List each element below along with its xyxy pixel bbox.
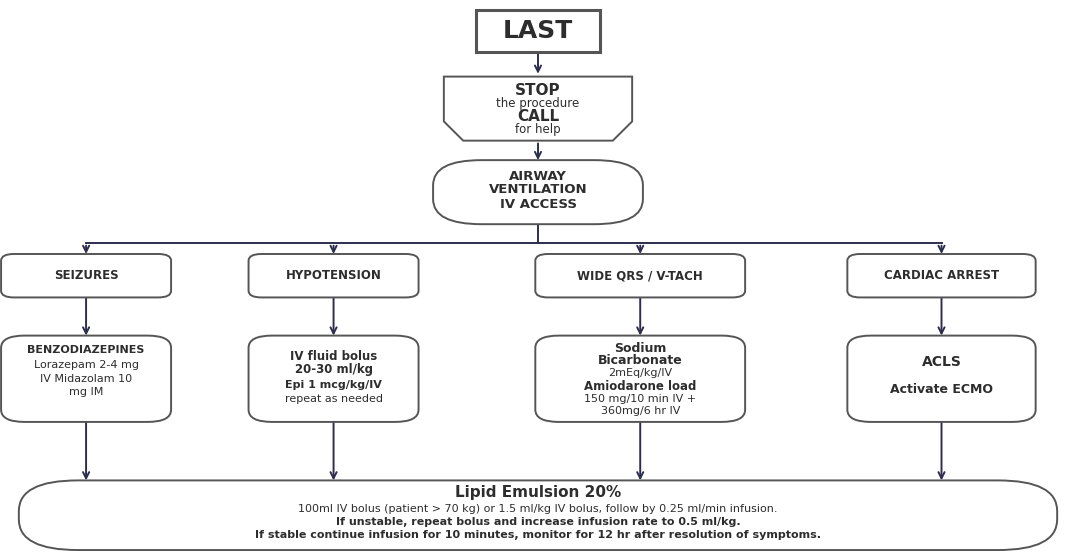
Text: SEIZURES: SEIZURES <box>54 269 118 282</box>
Text: the procedure: the procedure <box>496 96 580 110</box>
Text: LAST: LAST <box>502 18 574 43</box>
Text: Lorazepam 2-4 mg: Lorazepam 2-4 mg <box>33 360 139 370</box>
Text: CALL: CALL <box>516 109 560 124</box>
Text: Bicarbonate: Bicarbonate <box>598 354 682 368</box>
Text: WIDE QRS / V-TACH: WIDE QRS / V-TACH <box>578 269 703 282</box>
Text: for help: for help <box>515 123 561 136</box>
FancyBboxPatch shape <box>249 335 419 422</box>
FancyBboxPatch shape <box>848 335 1035 422</box>
Text: Lipid Emulsion 20%: Lipid Emulsion 20% <box>455 486 621 500</box>
Text: 150 mg/10 min IV +: 150 mg/10 min IV + <box>584 394 696 404</box>
Text: IV Midazolam 10: IV Midazolam 10 <box>40 374 132 384</box>
FancyBboxPatch shape <box>535 254 745 297</box>
FancyBboxPatch shape <box>1 335 171 422</box>
Text: If unstable, repeat bolus and increase infusion rate to 0.5 ml/kg.: If unstable, repeat bolus and increase i… <box>336 517 740 527</box>
FancyBboxPatch shape <box>476 10 600 52</box>
Text: IV ACCESS: IV ACCESS <box>499 198 577 211</box>
Text: BENZODIAZEPINES: BENZODIAZEPINES <box>27 345 145 355</box>
Text: STOP: STOP <box>515 84 561 98</box>
FancyBboxPatch shape <box>535 335 745 422</box>
Text: If stable continue infusion for 10 minutes, monitor for 12 hr after resolution o: If stable continue infusion for 10 minut… <box>255 530 821 540</box>
Text: Activate ECMO: Activate ECMO <box>890 383 993 397</box>
Text: HYPOTENSION: HYPOTENSION <box>285 269 382 282</box>
Text: Amiodarone load: Amiodarone load <box>584 380 696 393</box>
Text: 360mg/6 hr IV: 360mg/6 hr IV <box>600 406 680 416</box>
Text: 20-30 ml/kg: 20-30 ml/kg <box>295 363 372 377</box>
FancyBboxPatch shape <box>19 480 1057 550</box>
FancyBboxPatch shape <box>1 254 171 297</box>
Text: 100ml IV bolus (patient > 70 kg) or 1.5 ml/kg IV bolus, follow by 0.25 ml/min in: 100ml IV bolus (patient > 70 kg) or 1.5 … <box>298 504 778 514</box>
Text: Sodium: Sodium <box>614 342 666 355</box>
Polygon shape <box>443 76 632 140</box>
Text: Epi 1 mcg/kg/IV: Epi 1 mcg/kg/IV <box>285 380 382 390</box>
Text: VENTILATION: VENTILATION <box>489 183 587 197</box>
Text: repeat as needed: repeat as needed <box>284 394 383 404</box>
Text: mg IM: mg IM <box>69 387 103 397</box>
Text: IV fluid bolus: IV fluid bolus <box>289 350 378 363</box>
FancyBboxPatch shape <box>848 254 1035 297</box>
Text: CARDIAC ARREST: CARDIAC ARREST <box>884 269 999 282</box>
FancyBboxPatch shape <box>433 160 642 224</box>
Text: AIRWAY: AIRWAY <box>509 170 567 183</box>
FancyBboxPatch shape <box>249 254 419 297</box>
Text: 2mEq/kg/IV: 2mEq/kg/IV <box>608 368 672 378</box>
Text: ACLS: ACLS <box>921 355 962 369</box>
